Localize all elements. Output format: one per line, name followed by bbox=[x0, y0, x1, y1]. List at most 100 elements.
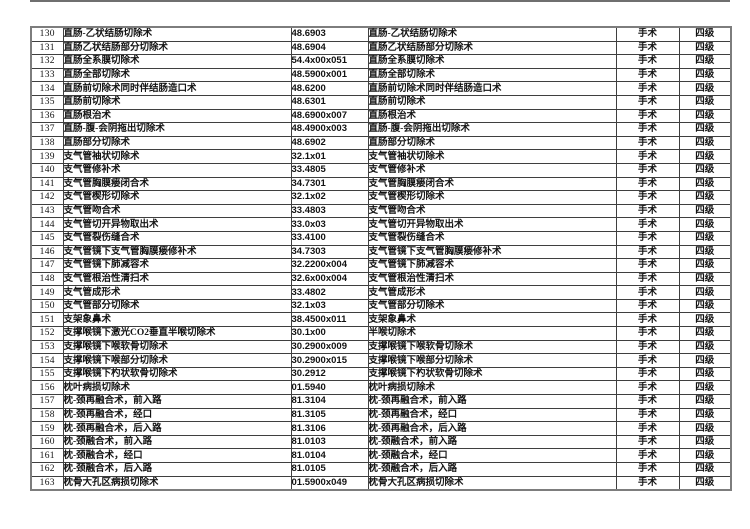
category-cell: 手术 bbox=[615, 326, 680, 341]
row-number-cell: 146 bbox=[30, 244, 64, 260]
table-row: 154 支撑喉镜下喉部分切除术 30.2900x015 支撑喉镜下喉部分切除术 手术 四级 bbox=[30, 353, 732, 368]
procedure-name-cell: 枕骨大孔区病损切除术 bbox=[62, 475, 292, 491]
procedure-name-2-cell: 直肠乙状结肠部分切除术 bbox=[367, 40, 617, 56]
procedure-code-cell: 81.3104 bbox=[290, 394, 369, 409]
row-number-cell: 136 bbox=[30, 108, 64, 124]
procedure-name-cell: 支气管部分切除术 bbox=[62, 298, 292, 314]
category-cell: 手术 bbox=[615, 475, 680, 491]
procedure-name-2-cell: 支气管切开异物取出术 bbox=[367, 217, 617, 232]
procedure-code-cell: 30.2900x009 bbox=[290, 339, 369, 355]
level-cell: 四级 bbox=[678, 285, 732, 300]
category-cell: 手术 bbox=[615, 421, 680, 436]
table-row: 155 支撑喉镜下杓状软骨切除术 30.2912 支撑喉镜下杓状软骨切除术 手术 四级 bbox=[30, 366, 732, 382]
level-cell: 四级 bbox=[678, 67, 732, 83]
procedure-code-cell: 32.1x01 bbox=[290, 149, 369, 164]
level-cell: 四级 bbox=[678, 81, 732, 96]
previous-row-cutoff-border bbox=[30, 0, 730, 2]
row-number-cell: 147 bbox=[30, 258, 64, 273]
table-row: 158 枕-颈再融合术，经口 81.3105 枕-颈再融合术，经口 手术 四级 bbox=[30, 407, 732, 423]
procedure-name-cell: 枕-颈再融合术，前入路 bbox=[62, 394, 292, 409]
procedure-code-cell: 30.1x00 bbox=[290, 326, 369, 341]
procedure-name-2-cell: 支架象鼻术 bbox=[367, 312, 617, 328]
procedure-name-cell: 支气管成形术 bbox=[62, 285, 292, 300]
procedure-name-2-cell: 枕-颈再融合术，前入路 bbox=[367, 394, 617, 409]
procedure-code-cell: 48.6900x007 bbox=[290, 108, 369, 124]
procedure-code-cell: 32.6x00x004 bbox=[290, 271, 369, 287]
level-cell: 四级 bbox=[678, 448, 732, 463]
procedure-code-cell: 54.4x00x051 bbox=[290, 54, 369, 69]
procedure-name-2-cell: 直肠根治术 bbox=[367, 108, 617, 124]
procedure-name-2-cell: 半喉切除术 bbox=[367, 326, 617, 341]
row-number-cell: 142 bbox=[30, 190, 64, 205]
level-cell: 四级 bbox=[678, 203, 732, 219]
procedure-name-cell: 直肠前切除术 bbox=[62, 94, 292, 110]
table-row: 135 直肠前切除术 48.6301 直肠前切除术 手术 四级 bbox=[30, 94, 732, 110]
row-number-cell: 148 bbox=[30, 271, 64, 287]
procedure-name-cell: 枕-颈再融合术，经口 bbox=[62, 407, 292, 423]
procedure-code-cell: 30.2900x015 bbox=[290, 353, 369, 368]
row-number-cell: 130 bbox=[30, 26, 64, 42]
level-cell: 四级 bbox=[678, 462, 732, 477]
level-cell: 四级 bbox=[678, 366, 732, 382]
procedure-name-cell: 支气管镜下肺减容术 bbox=[62, 258, 292, 273]
procedure-name-cell: 枕-颈融合术，前入路 bbox=[62, 434, 292, 450]
procedure-name-2-cell: 支气管修补术 bbox=[367, 162, 617, 178]
procedure-name-2-cell: 直肠前切除术 bbox=[367, 94, 617, 110]
row-number-cell: 145 bbox=[30, 230, 64, 246]
level-cell: 四级 bbox=[678, 339, 732, 355]
row-number-cell: 149 bbox=[30, 285, 64, 300]
row-number-cell: 132 bbox=[30, 54, 64, 69]
procedure-code-cell: 48.6902 bbox=[290, 135, 369, 151]
table-row: 159 枕-颈再融合术，后入路 81.3106 枕-颈再融合术，后入路 手术 四级 bbox=[30, 421, 732, 436]
category-cell: 手术 bbox=[615, 258, 680, 273]
level-cell: 四级 bbox=[678, 434, 732, 450]
procedure-name-cell: 支气管镜下支气管胸膜瘘修补术 bbox=[62, 244, 292, 260]
procedure-code-cell: 48.4900x003 bbox=[290, 122, 369, 137]
table-row: 145 支气管裂伤缝合术 33.4100 支气管裂伤缝合术 手术 四级 bbox=[30, 230, 732, 246]
procedure-code-cell: 81.3105 bbox=[290, 407, 369, 423]
procedure-code-cell: 48.6301 bbox=[290, 94, 369, 110]
table-row: 136 直肠根治术 48.6900x007 直肠根治术 手术 四级 bbox=[30, 108, 732, 124]
procedure-name-2-cell: 直肠-乙状结肠切除术 bbox=[367, 26, 617, 42]
category-cell: 手术 bbox=[615, 176, 680, 192]
procedure-name-cell: 直肠前切除术同时伴结肠造口术 bbox=[62, 81, 292, 96]
row-number-cell: 135 bbox=[30, 94, 64, 110]
procedure-code-cell: 81.0105 bbox=[290, 462, 369, 477]
category-cell: 手术 bbox=[615, 339, 680, 355]
procedure-name-cell: 枕-颈融合术，经口 bbox=[62, 448, 292, 463]
table-row: 161 枕-颈融合术，经口 81.0104 枕-颈融合术，经口 手术 四级 bbox=[30, 448, 732, 463]
category-cell: 手术 bbox=[615, 434, 680, 450]
table-row: 131 直肠乙状结肠部分切除术 48.6904 直肠乙状结肠部分切除术 手术 四级 bbox=[30, 40, 732, 56]
procedure-name-2-cell: 支气管吻合术 bbox=[367, 203, 617, 219]
row-number-cell: 155 bbox=[30, 366, 64, 382]
table-row: 160 枕-颈融合术，前入路 81.0103 枕-颈融合术，前入路 手术 四级 bbox=[30, 434, 732, 450]
table-row: 152 支撑喉镜下激光CO2垂直半喉切除术 30.1x00 半喉切除术 手术 四级 bbox=[30, 326, 732, 341]
procedure-name-cell: 支气管吻合术 bbox=[62, 203, 292, 219]
procedure-name-2-cell: 支气管根治性清扫术 bbox=[367, 271, 617, 287]
category-cell: 手术 bbox=[615, 54, 680, 69]
level-cell: 四级 bbox=[678, 190, 732, 205]
level-cell: 四级 bbox=[678, 271, 732, 287]
category-cell: 手术 bbox=[615, 394, 680, 409]
procedure-name-2-cell: 直肠部分切除术 bbox=[367, 135, 617, 151]
procedure-name-2-cell: 枕-颈融合术，经口 bbox=[367, 448, 617, 463]
table-row: 130 直肠-乙状结肠切除术 48.6903 直肠-乙状结肠切除术 手术 四级 bbox=[30, 26, 732, 42]
procedure-name-2-cell: 枕骨大孔区病损切除术 bbox=[367, 475, 617, 491]
procedure-name-2-cell: 直肠-腹-会阴拖出切除术 bbox=[367, 122, 617, 137]
surgical-procedure-grading-table: 130 直肠-乙状结肠切除术 48.6903 直肠-乙状结肠切除术 手术 四级 131 直肠乙… bbox=[30, 26, 732, 492]
procedure-name-2-cell: 支撑喉镜下杓状软骨切除术 bbox=[367, 366, 617, 382]
row-number-cell: 152 bbox=[30, 326, 64, 341]
row-number-cell: 139 bbox=[30, 149, 64, 164]
procedure-name-2-cell: 支气管镜下支气管胸膜瘘修补术 bbox=[367, 244, 617, 260]
level-cell: 四级 bbox=[678, 149, 732, 164]
category-cell: 手术 bbox=[615, 26, 680, 42]
table-row: 147 支气管镜下肺减容术 32.2200x004 支气管镜下肺减容术 手术 四级 bbox=[30, 258, 732, 273]
procedure-name-2-cell: 支气管部分切除术 bbox=[367, 298, 617, 314]
procedure-name-cell: 支架象鼻术 bbox=[62, 312, 292, 328]
category-cell: 手术 bbox=[615, 312, 680, 328]
table-row: 142 支气管楔形切除术 32.1x02 支气管楔形切除术 手术 四级 bbox=[30, 190, 732, 205]
procedure-name-2-cell: 支气管成形术 bbox=[367, 285, 617, 300]
level-cell: 四级 bbox=[678, 94, 732, 110]
procedure-name-2-cell: 支气管楔形切除术 bbox=[367, 190, 617, 205]
